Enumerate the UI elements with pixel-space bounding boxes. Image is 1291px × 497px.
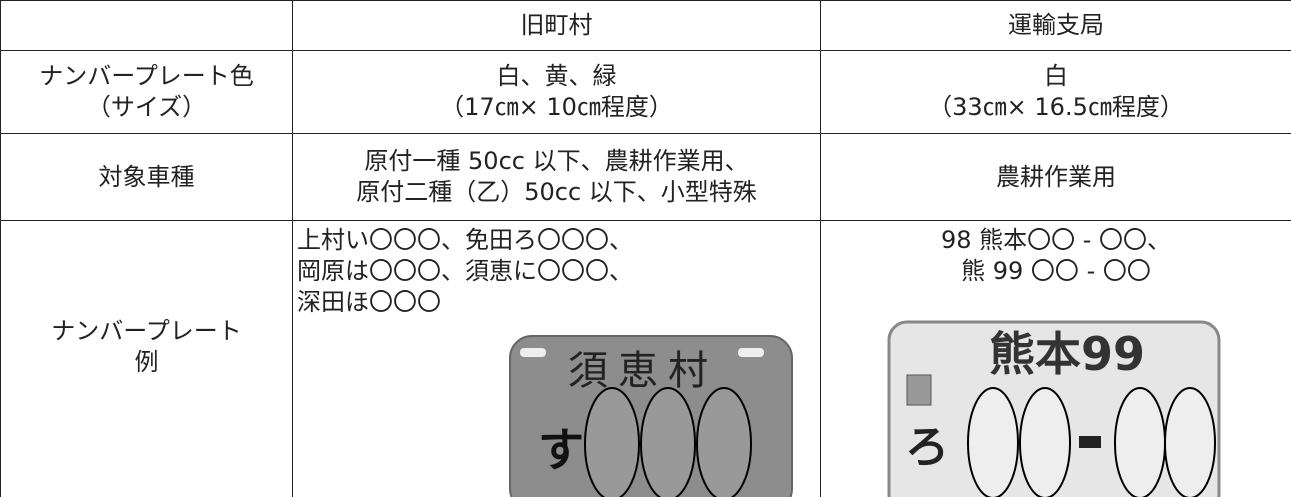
- header-row: 旧町村 運輸支局: [0, 0, 1291, 51]
- row-label: ナンバープレート例: [0, 220, 293, 497]
- plate-dash: [1079, 436, 1101, 448]
- plate-image: 須恵村 す: [509, 335, 793, 497]
- text-line: （サイズ）: [86, 93, 207, 121]
- plate-region: 須恵村: [568, 348, 718, 394]
- text-line: （17㎝× 10㎝程度）: [440, 93, 673, 121]
- text-line: ナンバープレート: [51, 317, 242, 345]
- text-line: 98 熊本〇〇 - 〇〇、: [940, 226, 1172, 254]
- text-line: 岡原は〇〇〇、須恵に〇〇〇、: [297, 257, 633, 285]
- blank-oval: [1019, 387, 1071, 497]
- blank-oval: [640, 387, 696, 497]
- plate-image: 熊本99 ろ: [887, 320, 1221, 497]
- cell: 農耕作業用: [820, 133, 1291, 221]
- row: 対象車種 原付一種 50cc 以下、農耕作業用、 原付二種（乙）50cc 以下、小…: [0, 133, 1291, 221]
- text-line: 白: [1044, 62, 1068, 90]
- cell: 白 （33㎝× 16.5㎝程度）: [820, 50, 1291, 134]
- row-label: ナンバープレート色 （サイズ）: [0, 50, 293, 134]
- plate-region: 熊本99: [989, 327, 1145, 381]
- plate-hole: [738, 348, 764, 357]
- text-line: （33㎝× 16.5㎝程度）: [928, 93, 1184, 121]
- header-cell: 運輸支局: [820, 0, 1291, 51]
- blank-oval: [584, 387, 640, 497]
- row: ナンバープレート色 （サイズ） 白、黄、緑 （17㎝× 10㎝程度） 白 （33㎝× …: [0, 50, 1291, 134]
- row-label: 対象車種: [0, 133, 293, 221]
- blank-oval: [696, 387, 752, 497]
- blank-oval: [1164, 387, 1216, 497]
- plate-kana: す: [538, 423, 584, 477]
- header-text: 運輸支局: [1008, 11, 1104, 39]
- plate-kana: ろ: [905, 422, 949, 473]
- blank-oval: [1114, 387, 1166, 497]
- cell: 白、黄、緑 （17㎝× 10㎝程度）: [292, 50, 821, 134]
- plate-seal: [906, 374, 932, 406]
- text-line: 深田ほ〇〇〇: [297, 288, 441, 316]
- text-line: 農耕作業用: [996, 162, 1116, 191]
- blank-oval: [967, 387, 1019, 497]
- plate-hole: [520, 348, 546, 357]
- text-line: 例: [134, 348, 159, 376]
- text-line: 原付二種（乙）50cc 以下、小型特殊: [356, 178, 757, 206]
- text-line: 対象車種: [98, 162, 195, 191]
- text-line: 熊 99 〇〇 - 〇〇: [961, 257, 1151, 285]
- header-cell: 旧町村: [292, 0, 821, 51]
- corner-cell: [0, 0, 293, 51]
- text-line: 上村い〇〇〇、免田ろ〇〇〇、: [297, 226, 633, 254]
- text-line: ナンバープレート色: [39, 62, 254, 90]
- header-text: 旧町村: [520, 11, 593, 39]
- text-line: 白、黄、緑: [496, 62, 617, 90]
- text-line: 原付一種 50cc 以下、農耕作業用、: [364, 147, 749, 175]
- cell: 原付一種 50cc 以下、農耕作業用、 原付二種（乙）50cc 以下、小型特殊: [292, 133, 821, 221]
